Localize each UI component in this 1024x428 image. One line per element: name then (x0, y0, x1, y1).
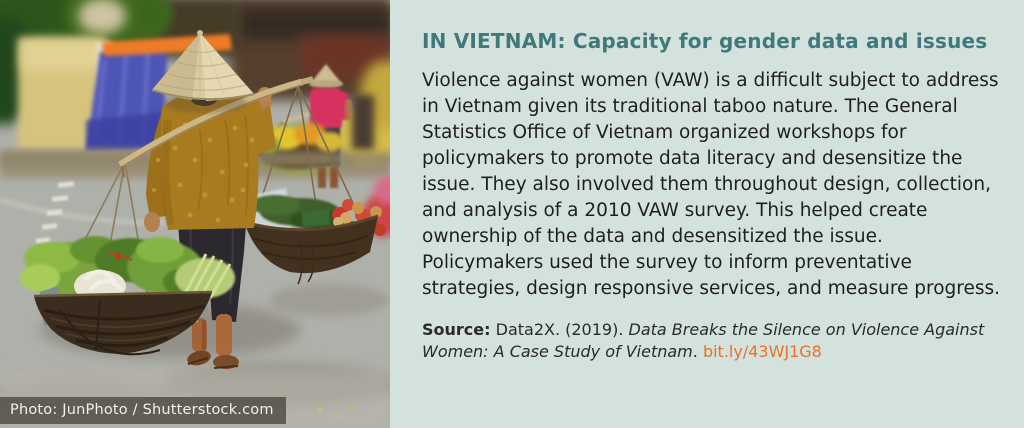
conical-hat (151, 30, 255, 113)
source-link[interactable]: bit.ly/43WJ1G8 (702, 342, 822, 361)
left-basket-vegetables (20, 236, 235, 356)
source-title: Data Breaks the Silence on Violence Agai… (422, 320, 985, 361)
photo-credit: Photo: JunPhoto / Shutterstock.com (0, 396, 286, 424)
source-label: Source: (422, 320, 491, 339)
street-backdrop (0, 0, 390, 237)
body-paragraph: Violence against women (VAW) is a diffic… (422, 70, 1001, 299)
source-publisher: Data2X. (2019). (490, 320, 629, 339)
street-vendor-illustration (0, 0, 390, 428)
source-separator: . (692, 342, 703, 361)
text-panel: IN VIETNAM: Capacity for gender data and… (390, 0, 1024, 428)
left-hand (144, 212, 160, 232)
source-citation: Source: Data2X. (2019). Data Breaks the … (422, 319, 1002, 363)
photo-vietnam-street-vendor: Photo: JunPhoto / Shutterstock.com (0, 0, 390, 428)
bamboo-shoulder-pole (118, 76, 314, 178)
section-heading: IN VIETNAM: Capacity for gender data and… (422, 29, 988, 53)
right-basket-flowers (243, 188, 386, 285)
